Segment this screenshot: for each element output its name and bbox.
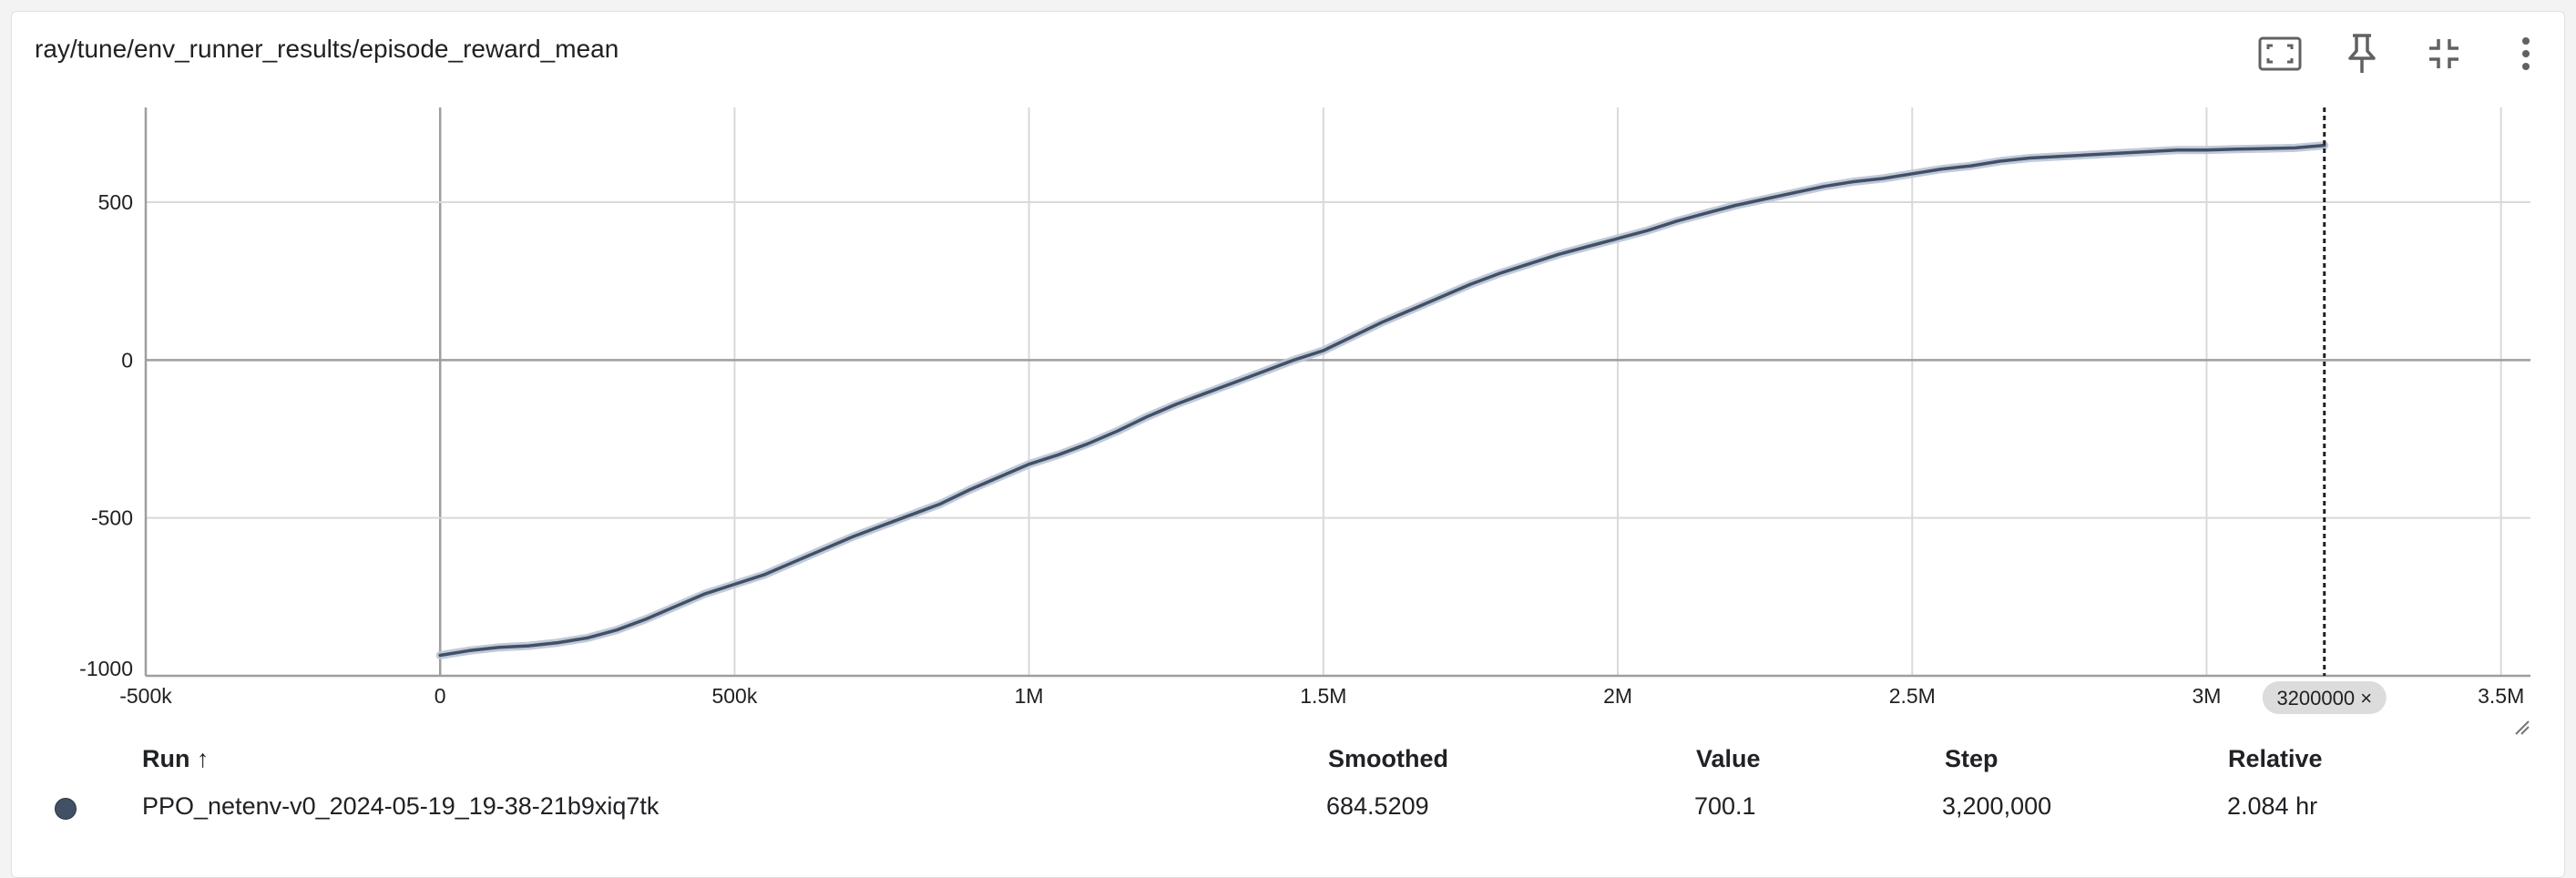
- more-vert-icon[interactable]: [2503, 31, 2549, 77]
- step-cursor-badge[interactable]: [2262, 681, 2387, 714]
- header-relative[interactable]: Relative: [2228, 745, 2323, 772]
- y-tick-label: -1000: [79, 657, 133, 680]
- y-tick-label: -500: [91, 506, 133, 530]
- x-tick-label: 500k: [711, 684, 757, 708]
- resize-handle-icon[interactable]: [2515, 720, 2530, 735]
- header-value[interactable]: Value: [1696, 745, 1761, 772]
- run-smoothed-value: 684.5209: [1326, 792, 1429, 820]
- fit-to-data-icon[interactable]: [2257, 31, 2303, 77]
- collapse-icon[interactable]: [2421, 31, 2467, 77]
- x-tick-label: 1.5M: [1300, 684, 1346, 708]
- series-raw-line: [435, 141, 2329, 659]
- run-value: 700.1: [1694, 792, 1756, 820]
- x-tick-label: 2.5M: [1889, 684, 1936, 708]
- run-relative-time: 2.084 hr: [2227, 792, 2318, 820]
- series-line[interactable]: [438, 143, 2326, 658]
- run-color-swatch[interactable]: [55, 798, 77, 820]
- x-tick-label: 2M: [1603, 684, 1632, 708]
- y-tick-label: 0: [121, 348, 133, 372]
- y-tick-label: 500: [98, 190, 133, 214]
- step-cursor-label: 3200000 ×: [2276, 687, 2372, 710]
- header-run[interactable]: Run ↑: [142, 745, 210, 772]
- run-step: 3,200,000: [1942, 792, 2052, 820]
- card-toolbar: [2257, 31, 2549, 77]
- x-tick-label: 3M: [2192, 684, 2221, 708]
- run-name: PPO_netenv-v0_2024-05-19_19-38-21b9xiq7t…: [142, 792, 659, 820]
- header-step[interactable]: Step: [1945, 745, 1998, 772]
- pin-icon[interactable]: [2339, 31, 2385, 77]
- line-chart[interactable]: -500k 0 500k 1M 1.5M 2M 2.5M 3M 3.5M -1000 -500 0 50…: [0, 0, 2576, 747]
- x-tick-label: -500k: [119, 684, 172, 708]
- x-tick-label: 0: [434, 684, 446, 708]
- x-tick-label: 1M: [1015, 684, 1044, 708]
- header-smoothed[interactable]: Smoothed: [1328, 745, 1448, 772]
- x-tick-label: 3.5M: [2478, 684, 2524, 708]
- chart-title: ray/tune/env_runner_results/episode_rewa…: [35, 35, 619, 63]
